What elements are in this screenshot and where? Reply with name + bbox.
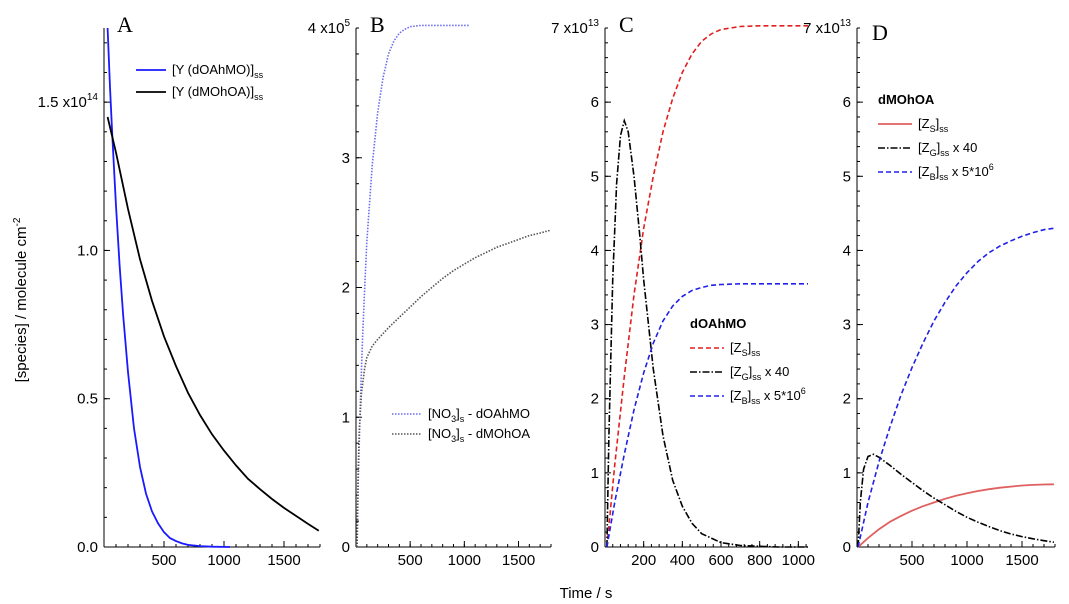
legend-label: [ZG]ss x 40 xyxy=(918,140,977,158)
series-line-1 xyxy=(606,24,808,548)
y-tick-label: 5 xyxy=(843,168,851,185)
legend-label: [ZB]ss x 5*106 xyxy=(730,386,806,406)
legend: dMOhOA [ZS]ss [ZG]ss x 40 [ZB]ss x 5*106 xyxy=(878,92,994,182)
y-tick-label: 1 xyxy=(843,465,851,482)
series-line-3 xyxy=(606,282,808,548)
legend-label: [ZB]ss x 5*106 xyxy=(918,162,994,182)
legend-title: dOAhMO xyxy=(690,316,746,331)
x-tick-label: 1000 xyxy=(782,552,815,569)
legend-label: [Y (dOAhMO)]ss xyxy=(172,62,264,80)
x-tick-label: 500 xyxy=(899,552,924,569)
y-scale-label: 7 x1013 xyxy=(551,18,599,37)
y-tick-label: 3 xyxy=(843,317,851,334)
panel-letter: A xyxy=(117,12,133,37)
x-tick-label: 1500 xyxy=(502,552,535,569)
x-tick-label: 200 xyxy=(631,552,656,569)
series-line-1 xyxy=(106,27,231,548)
legend-label: [NO3]s - dMOhOA xyxy=(428,426,530,444)
legend-label: [Y (dMOhOA)]ss xyxy=(172,84,264,102)
y-tick-label: 0 xyxy=(591,539,599,556)
panel-letter: D xyxy=(872,20,888,45)
legend: dOAhMO [ZS]ss [ZG]ss x 40 [ZB]ss x 5*106 xyxy=(690,316,806,406)
y-tick-label: 3 xyxy=(342,150,350,167)
y-scale-label: 7 x1013 xyxy=(803,18,851,37)
y-tick-label: 0.0 xyxy=(77,539,98,556)
series-line-1 xyxy=(356,24,470,548)
series-line-2 xyxy=(356,229,551,548)
y-tick-label: 0.5 xyxy=(77,391,98,408)
y-axis-title: [species] / molecule cm-2 xyxy=(12,217,30,382)
x-tick-label: 1500 xyxy=(267,552,300,569)
y-tick-label: 1 xyxy=(342,409,350,426)
series-line-2 xyxy=(857,453,1055,548)
x-tick-label: 1500 xyxy=(1005,552,1038,569)
legend-label: [ZS]ss xyxy=(918,116,949,134)
y-tick-label: 2 xyxy=(342,280,350,297)
x-tick-label: 1000 xyxy=(448,552,481,569)
y-tick-label: 4 xyxy=(591,242,599,259)
y-tick-label: 2 xyxy=(843,391,851,408)
legend-title: dMOhOA xyxy=(878,92,935,107)
legend-label: [ZS]ss xyxy=(730,340,761,358)
x-tick-label: 500 xyxy=(151,552,176,569)
panel-letter: C xyxy=(619,12,634,37)
y-scale-label: 4 x105 xyxy=(308,18,351,37)
x-tick-label: 1000 xyxy=(207,552,240,569)
y-tick-label: 6 xyxy=(843,94,851,111)
y-tick-label: 1.0 xyxy=(77,242,98,259)
y-scale-label: 1.5 x1014 xyxy=(38,92,99,111)
panel-c: C 200 400 600 800 1000 0 1 2 3 4 5 6 7 x1013 dOAhMO [ZS… xyxy=(551,12,815,569)
y-axis-title-text: [species] / molecule cm xyxy=(13,227,30,383)
y-tick-label: 4 xyxy=(843,242,851,259)
y-tick-label: 5 xyxy=(591,168,599,185)
x-axis-title: Time / s xyxy=(560,585,613,602)
series-line-3 xyxy=(857,227,1055,548)
x-tick-label: 800 xyxy=(747,552,772,569)
x-tick-label: 400 xyxy=(670,552,695,569)
y-tick-label: 6 xyxy=(591,94,599,111)
panel-a: A 500 1000 1500 0.0 0.5 1.0 1.5 x1014 [Y (dOAhMO… xyxy=(38,12,321,569)
y-axis-title-exponent: -2 xyxy=(12,217,23,226)
y-tick-label: 1 xyxy=(591,465,599,482)
panel-d: D 500 1000 1500 0 1 2 3 4 5 6 7 x1013 dMOhOA [ZS]ss [Z… xyxy=(803,18,1056,569)
x-tick-label: 500 xyxy=(398,552,423,569)
svg-text:[species] / molecule cm-2: [species] / molecule cm-2 xyxy=(12,217,30,382)
series-line-2 xyxy=(606,117,808,548)
legend-label: [ZG]ss x 40 xyxy=(730,364,789,382)
y-tick-label: 0 xyxy=(843,539,851,556)
series-line-1 xyxy=(857,483,1054,548)
panel-letter: B xyxy=(370,12,385,37)
x-tick-label: 600 xyxy=(708,552,733,569)
y-tick-label: 3 xyxy=(591,317,599,334)
legend: [NO3]s - dOAhMO [NO3]s - dMOhOA xyxy=(392,406,530,444)
y-tick-label: 2 xyxy=(591,391,599,408)
y-tick-label: 0 xyxy=(342,539,350,556)
legend: [Y (dOAhMO)]ss [Y (dMOhOA)]ss xyxy=(136,62,264,102)
legend-label: [NO3]s - dOAhMO xyxy=(428,406,530,424)
x-tick-label: 1000 xyxy=(950,552,983,569)
series-line-2 xyxy=(106,116,320,532)
